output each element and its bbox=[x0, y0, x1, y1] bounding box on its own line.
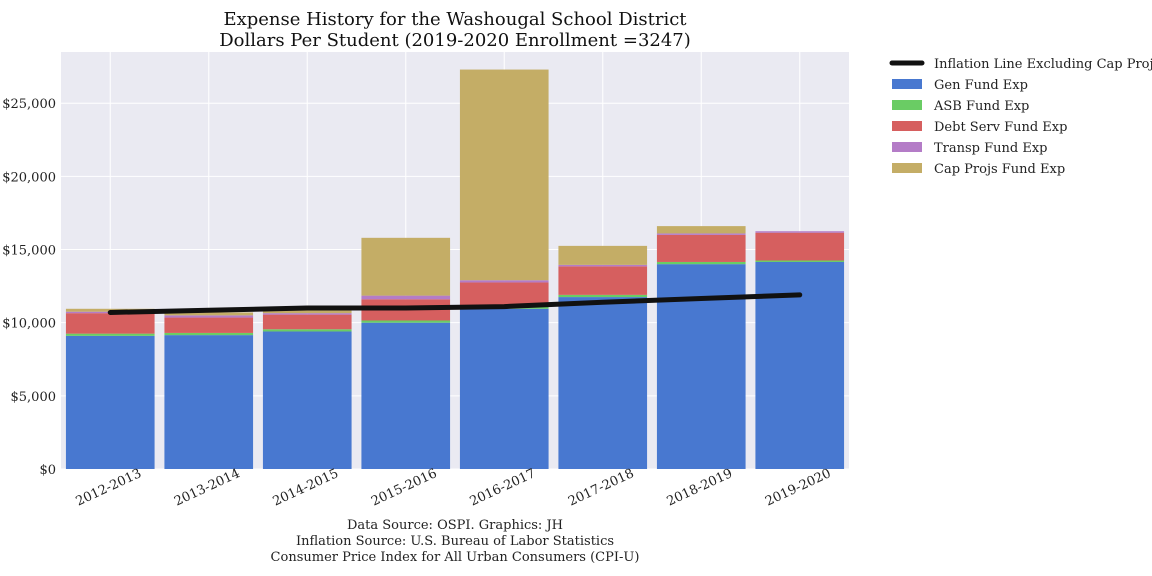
bar-debt-serv-fund-exp-2019-2020 bbox=[755, 232, 845, 261]
x-axis: 2012-2013 2013-2014 2014-2015 2015-2016 2016… bbox=[74, 466, 834, 509]
bar-cap-projs-fund-exp-2014-2015 bbox=[262, 309, 352, 314]
source-line-2: Inflation Source: U.S. Bureau of Labor S… bbox=[296, 534, 614, 549]
bar-transp-fund-exp-2015-2016 bbox=[361, 295, 451, 300]
bar-debt-serv-fund-exp-2012-2013 bbox=[65, 313, 155, 334]
bar-gen-fund-exp-2015-2016 bbox=[361, 322, 451, 469]
bar-debt-serv-fund-exp-2017-2018 bbox=[558, 266, 648, 295]
x-tick-label: 2017-2018 bbox=[566, 466, 636, 509]
x-tick-label: 2016-2017 bbox=[468, 466, 538, 509]
legend-item-inflation-line: Inflation Line Excluding Cap Projs bbox=[889, 57, 1152, 72]
bar-gen-fund-exp-2016-2017 bbox=[459, 308, 549, 469]
bar-cap-projs-fund-exp-2015-2016 bbox=[361, 237, 451, 296]
bar-transp-fund-exp-2016-2017 bbox=[459, 280, 549, 283]
bar-debt-serv-fund-exp-2016-2017 bbox=[459, 282, 549, 307]
x-tick-label: 2015-2016 bbox=[369, 466, 439, 509]
y-tick-label: $10,000 bbox=[2, 317, 56, 332]
legend-swatch bbox=[892, 142, 922, 152]
bar-transp-fund-exp-2014-2015 bbox=[262, 313, 352, 315]
source-line-1: Data Source: OSPI. Graphics: JH bbox=[347, 518, 563, 533]
bar-gen-fund-exp-2014-2015 bbox=[262, 331, 352, 469]
y-tick-label: $25,000 bbox=[2, 97, 56, 112]
legend-swatch bbox=[892, 79, 922, 89]
legend-swatch bbox=[892, 163, 922, 173]
legend-item-asb-fund-exp: ASB Fund Exp bbox=[892, 99, 1029, 114]
chart-title: Expense History for the Washougal School… bbox=[223, 9, 687, 30]
x-tick-label: 2018-2019 bbox=[665, 466, 735, 509]
y-tick-label: $5,000 bbox=[11, 390, 57, 405]
legend-label: Debt Serv Fund Exp bbox=[934, 120, 1067, 135]
bar-gen-fund-exp-2018-2019 bbox=[656, 264, 746, 469]
legend-item-gen-fund-exp: Gen Fund Exp bbox=[892, 78, 1028, 93]
bar-cap-projs-fund-exp-2018-2019 bbox=[656, 226, 746, 234]
bar-gen-fund-exp-2017-2018 bbox=[558, 297, 648, 469]
bars bbox=[65, 69, 845, 469]
bar-cap-projs-fund-exp-2017-2018 bbox=[558, 245, 648, 265]
bar-transp-fund-exp-2013-2014 bbox=[164, 315, 254, 318]
legend-label: Gen Fund Exp bbox=[934, 78, 1028, 93]
legend: Inflation Line Excluding Cap Projs Gen Fu… bbox=[889, 57, 1152, 177]
x-tick-label: 2019-2020 bbox=[763, 466, 833, 509]
x-tick-label: 2014-2015 bbox=[271, 466, 341, 509]
x-tick-label: 2013-2014 bbox=[172, 466, 242, 509]
y-axis: $0 $5,000 $10,000 $15,000 $20,000 $25,000 bbox=[2, 97, 56, 478]
bar-asb-fund-exp-2014-2015 bbox=[262, 329, 352, 332]
y-tick-label: $0 bbox=[39, 463, 56, 478]
data-source-note: Data Source: OSPI. Graphics: JH Inflatio… bbox=[271, 518, 640, 565]
bar-asb-fund-exp-2017-2018 bbox=[558, 294, 648, 298]
bar-asb-fund-exp-2012-2013 bbox=[65, 333, 155, 336]
bar-asb-fund-exp-2015-2016 bbox=[361, 320, 451, 323]
legend-item-debt-serv-fund-exp: Debt Serv Fund Exp bbox=[892, 120, 1067, 135]
inflation-line bbox=[107, 292, 803, 315]
x-tick-label: 2012-2013 bbox=[74, 466, 144, 509]
legend-item-transp-fund-exp: Transp Fund Exp bbox=[892, 141, 1048, 156]
bar-transp-fund-exp-2017-2018 bbox=[558, 264, 648, 267]
bar-cap-projs-fund-exp-2013-2014 bbox=[164, 312, 254, 316]
chart-subtitle: Dollars Per Student (2019-2020 Enrollmen… bbox=[219, 30, 691, 51]
bar-gen-fund-exp-2013-2014 bbox=[164, 335, 254, 469]
source-line-3: Consumer Price Index for All Urban Consu… bbox=[271, 550, 640, 565]
bar-debt-serv-fund-exp-2013-2014 bbox=[164, 317, 254, 333]
bar-asb-fund-exp-2019-2020 bbox=[755, 260, 845, 262]
legend-label: Cap Projs Fund Exp bbox=[934, 162, 1065, 177]
bar-asb-fund-exp-2018-2019 bbox=[656, 261, 746, 265]
bar-gen-fund-exp-2012-2013 bbox=[65, 335, 155, 469]
legend-label: Inflation Line Excluding Cap Projs bbox=[934, 57, 1152, 72]
bar-debt-serv-fund-exp-2014-2015 bbox=[262, 314, 352, 330]
legend-swatch bbox=[892, 121, 922, 131]
bar-transp-fund-exp-2019-2020 bbox=[755, 231, 845, 233]
bar-asb-fund-exp-2013-2014 bbox=[164, 332, 254, 336]
inflation-line-group bbox=[107, 292, 803, 315]
bar-debt-serv-fund-exp-2018-2019 bbox=[656, 234, 746, 262]
legend-label: ASB Fund Exp bbox=[933, 99, 1029, 114]
legend-label: Transp Fund Exp bbox=[934, 141, 1048, 156]
y-tick-label: $15,000 bbox=[2, 244, 56, 259]
legend-swatch bbox=[892, 100, 922, 110]
bar-transp-fund-exp-2018-2019 bbox=[656, 233, 746, 235]
bar-cap-projs-fund-exp-2016-2017 bbox=[459, 69, 549, 281]
legend-item-cap-projs-fund-exp: Cap Projs Fund Exp bbox=[892, 162, 1065, 177]
y-tick-label: $20,000 bbox=[2, 170, 56, 185]
